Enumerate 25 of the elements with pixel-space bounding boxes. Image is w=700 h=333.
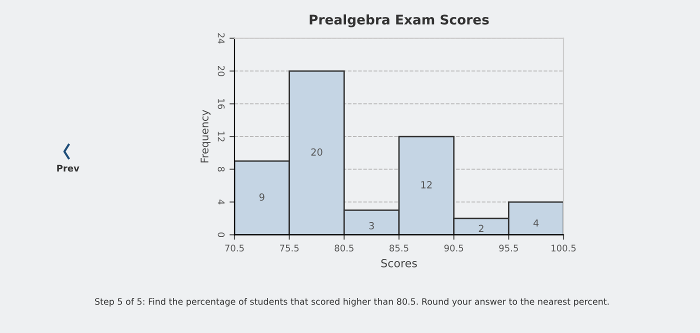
y-tick-label: 4 bbox=[218, 200, 224, 204]
y-tick-label: 12 bbox=[218, 132, 225, 142]
x-axis-title: Scores bbox=[381, 258, 417, 268]
x-tick-label: 80.5 bbox=[334, 244, 354, 252]
x-tick-label: 100.5 bbox=[552, 244, 576, 252]
data-label: 9 bbox=[259, 193, 264, 201]
text: Prev bbox=[57, 164, 80, 172]
x-tick-label: 90.5 bbox=[444, 244, 464, 252]
x-tick-label: 70.5 bbox=[225, 244, 244, 252]
y-tick-label: 24 bbox=[218, 33, 225, 44]
x-tick-label: 75.5 bbox=[280, 244, 299, 252]
data-label: 2 bbox=[478, 224, 484, 232]
data-label: 4 bbox=[533, 219, 539, 227]
text: Step 5 of 5: Find the percentage of students that scored higher than 80.5. Round your answer to the nearest percent. bbox=[95, 298, 609, 307]
data-label: 20 bbox=[311, 148, 322, 156]
data-label: 12 bbox=[421, 181, 432, 188]
data-label: 3 bbox=[369, 222, 374, 230]
chart-title: Prealgebra Exam Scores bbox=[310, 14, 489, 28]
y-tick-label: 0 bbox=[218, 232, 225, 238]
x-tick-label: 85.5 bbox=[390, 244, 408, 252]
y-tick-label: 8 bbox=[218, 167, 225, 172]
y-tick-label: 20 bbox=[218, 66, 225, 76]
y-axis-title: Frequency bbox=[200, 110, 210, 162]
x-tick-label: 95.5 bbox=[499, 244, 518, 252]
y-tick-label: 16 bbox=[218, 99, 225, 109]
